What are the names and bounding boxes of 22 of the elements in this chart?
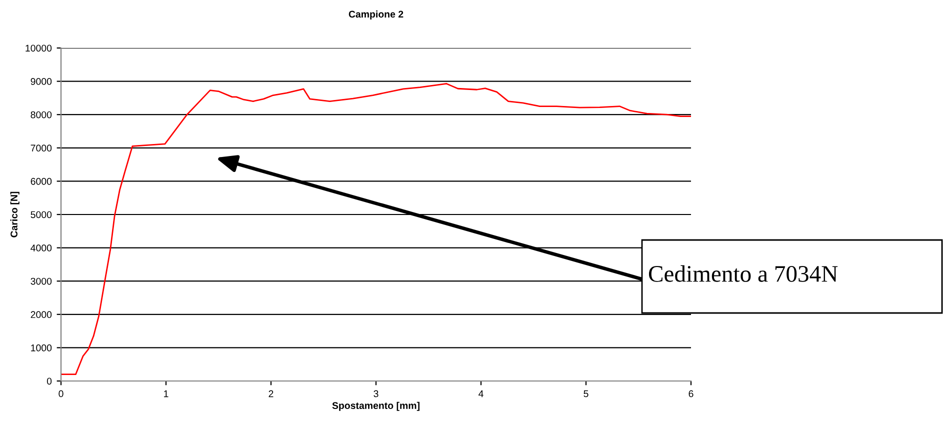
y-tick-label: 5000 [30, 211, 52, 218]
x-tick-label: 3 [374, 390, 378, 398]
x-tick-label: 6 [688, 390, 694, 398]
x-tick-label: 4 [478, 390, 484, 398]
y-tick-label: 4000 [30, 244, 52, 252]
y-tick-label: 10000 [26, 44, 52, 52]
x-tick-label: 1 [164, 390, 168, 398]
y-tick-label: 7000 [30, 144, 52, 152]
y-tick-label: 6000 [30, 178, 52, 185]
chart-title: Campione 2 [348, 10, 404, 20]
y-tick-label: 9000 [30, 78, 52, 85]
y-tick-label: 2000 [30, 311, 52, 318]
y-tick-label: 8000 [30, 111, 52, 118]
x-tick-label: 2 [268, 390, 274, 398]
y-tick-label: 1000 [31, 344, 52, 352]
y-tick-label: 3000 [30, 278, 52, 285]
annotation: Cedimento a 7034N [648, 265, 838, 282]
x-tick-label: 5 [584, 390, 588, 398]
y-axis-title: Carico [N] [10, 192, 20, 238]
x-axis-title: Spostamento [mm] [332, 402, 420, 411]
x-tick-label: 0 [58, 390, 64, 398]
y-tick-label: 0 [46, 378, 52, 385]
